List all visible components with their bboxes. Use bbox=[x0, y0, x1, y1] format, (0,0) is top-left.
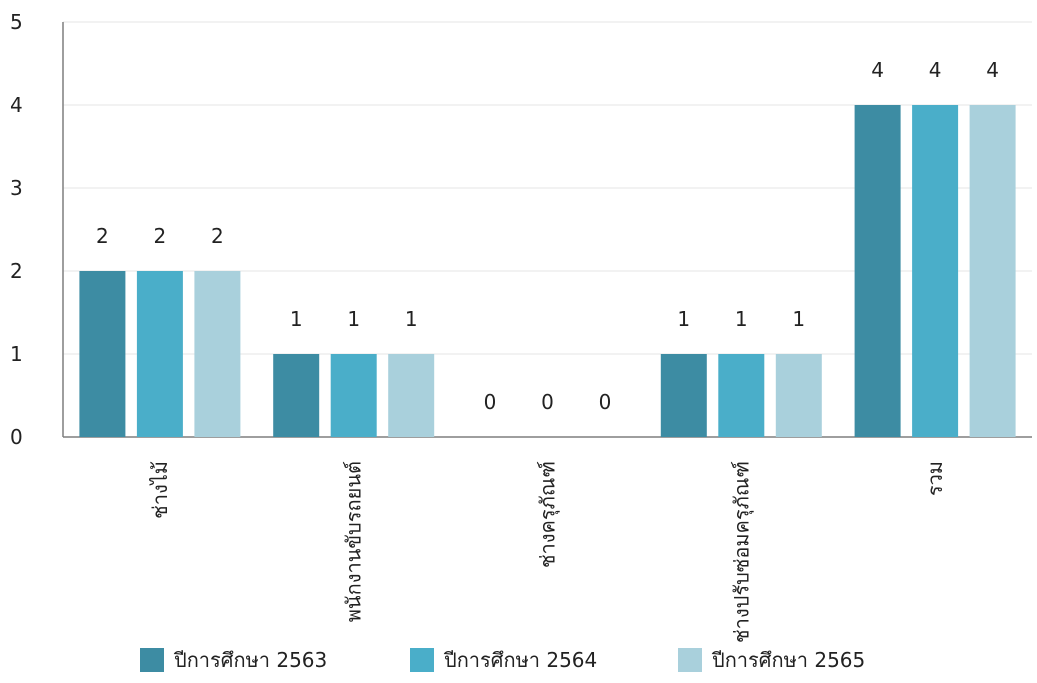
legend-swatch bbox=[140, 648, 164, 672]
y-tick-label: 2 bbox=[10, 259, 23, 283]
data-label: 0 bbox=[599, 390, 612, 414]
legend-swatch bbox=[410, 648, 434, 672]
data-label: 1 bbox=[347, 307, 360, 331]
bars bbox=[79, 105, 1016, 437]
legend-label: ปีการศึกษา 2565 bbox=[712, 648, 866, 672]
bar bbox=[854, 105, 901, 437]
category-label: ช่างครุภัณฑ์ bbox=[536, 461, 561, 568]
bar bbox=[330, 354, 377, 437]
bar bbox=[194, 271, 241, 437]
data-label: 4 bbox=[929, 58, 942, 82]
y-tick-label: 5 bbox=[10, 10, 23, 34]
category-label: ช่างไม้ bbox=[148, 461, 172, 519]
category-label: รวม bbox=[923, 461, 947, 496]
bar bbox=[388, 354, 435, 437]
bar bbox=[718, 354, 765, 437]
bar bbox=[969, 105, 1016, 437]
category-labels: ช่างไม้ พนักงานขับรถยนต์ ช่างครุภัณฑ์ ช่างป… bbox=[148, 461, 947, 643]
y-tick-label: 3 bbox=[10, 176, 23, 200]
data-label: 2 bbox=[211, 224, 224, 248]
legend-label: ปีการศึกษา 2564 bbox=[444, 648, 598, 672]
y-tick-label: 0 bbox=[10, 425, 23, 449]
bar bbox=[912, 105, 959, 437]
legend-label: ปีการศึกษา 2563 bbox=[174, 648, 328, 672]
legend-swatch bbox=[678, 648, 702, 672]
bar bbox=[136, 271, 183, 437]
bar bbox=[79, 271, 126, 437]
y-tick-labels: 0 1 2 3 4 5 bbox=[10, 10, 23, 449]
data-label: 1 bbox=[735, 307, 748, 331]
data-label: 1 bbox=[290, 307, 303, 331]
legend: ปีการศึกษา 2563 ปีการศึกษา 2564 ปีการศึกษา… bbox=[140, 648, 865, 672]
y-tick-label: 4 bbox=[10, 93, 23, 117]
data-label: 0 bbox=[484, 390, 497, 414]
category-label: พนักงานขับรถยนต์ bbox=[342, 461, 366, 622]
bar bbox=[660, 354, 707, 437]
category-label: ช่างปรับซ่อมครุภัณฑ์ bbox=[729, 461, 754, 643]
data-label: 0 bbox=[541, 390, 554, 414]
y-tick-label: 1 bbox=[10, 342, 23, 366]
data-label: 1 bbox=[405, 307, 418, 331]
data-labels: 2 2 2 1 1 1 0 0 0 1 1 1 4 4 4 bbox=[96, 58, 999, 414]
data-label: 1 bbox=[677, 307, 690, 331]
data-label: 2 bbox=[154, 224, 167, 248]
data-label: 1 bbox=[792, 307, 805, 331]
data-label: 4 bbox=[986, 58, 999, 82]
data-label: 2 bbox=[96, 224, 109, 248]
bar bbox=[273, 354, 320, 437]
bar bbox=[775, 354, 822, 437]
data-label: 4 bbox=[871, 58, 884, 82]
